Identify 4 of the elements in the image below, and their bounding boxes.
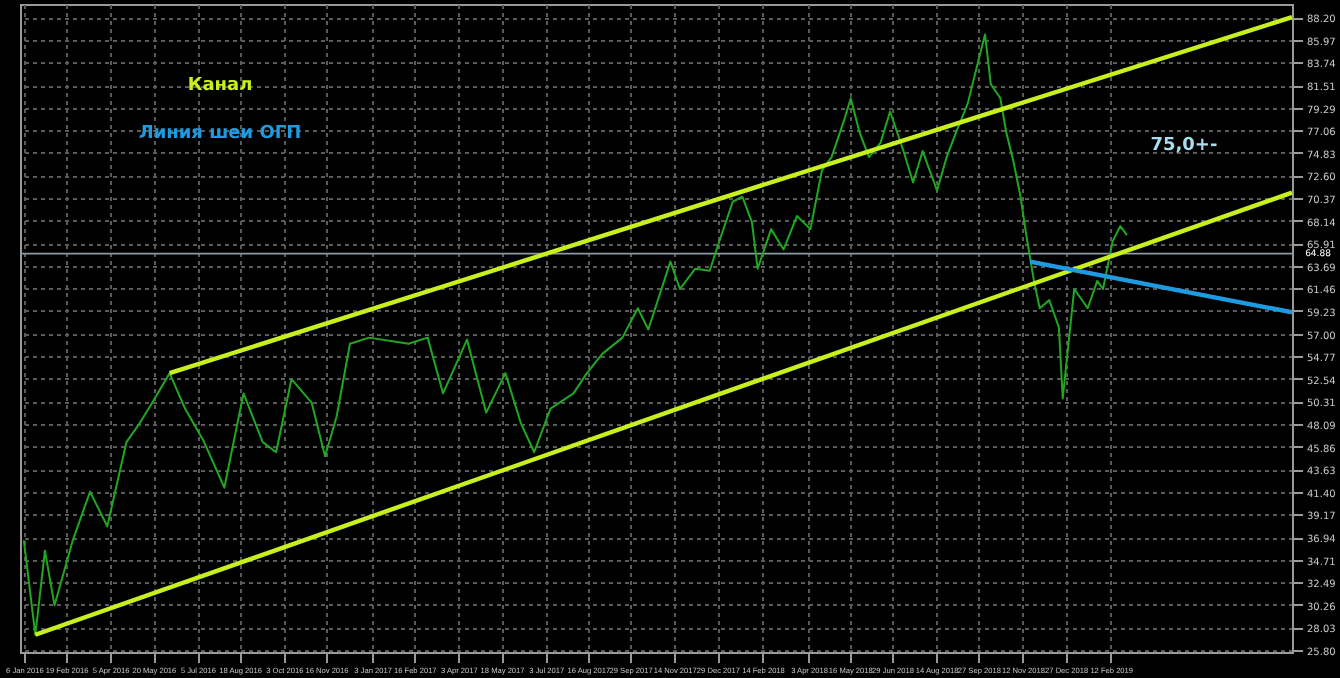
text: Канал [187, 76, 253, 96]
annotation: 75,0+- [1150, 136, 1218, 156]
line-series [22, 33, 1128, 636]
text: Линия шеи ОГП [138, 124, 302, 144]
